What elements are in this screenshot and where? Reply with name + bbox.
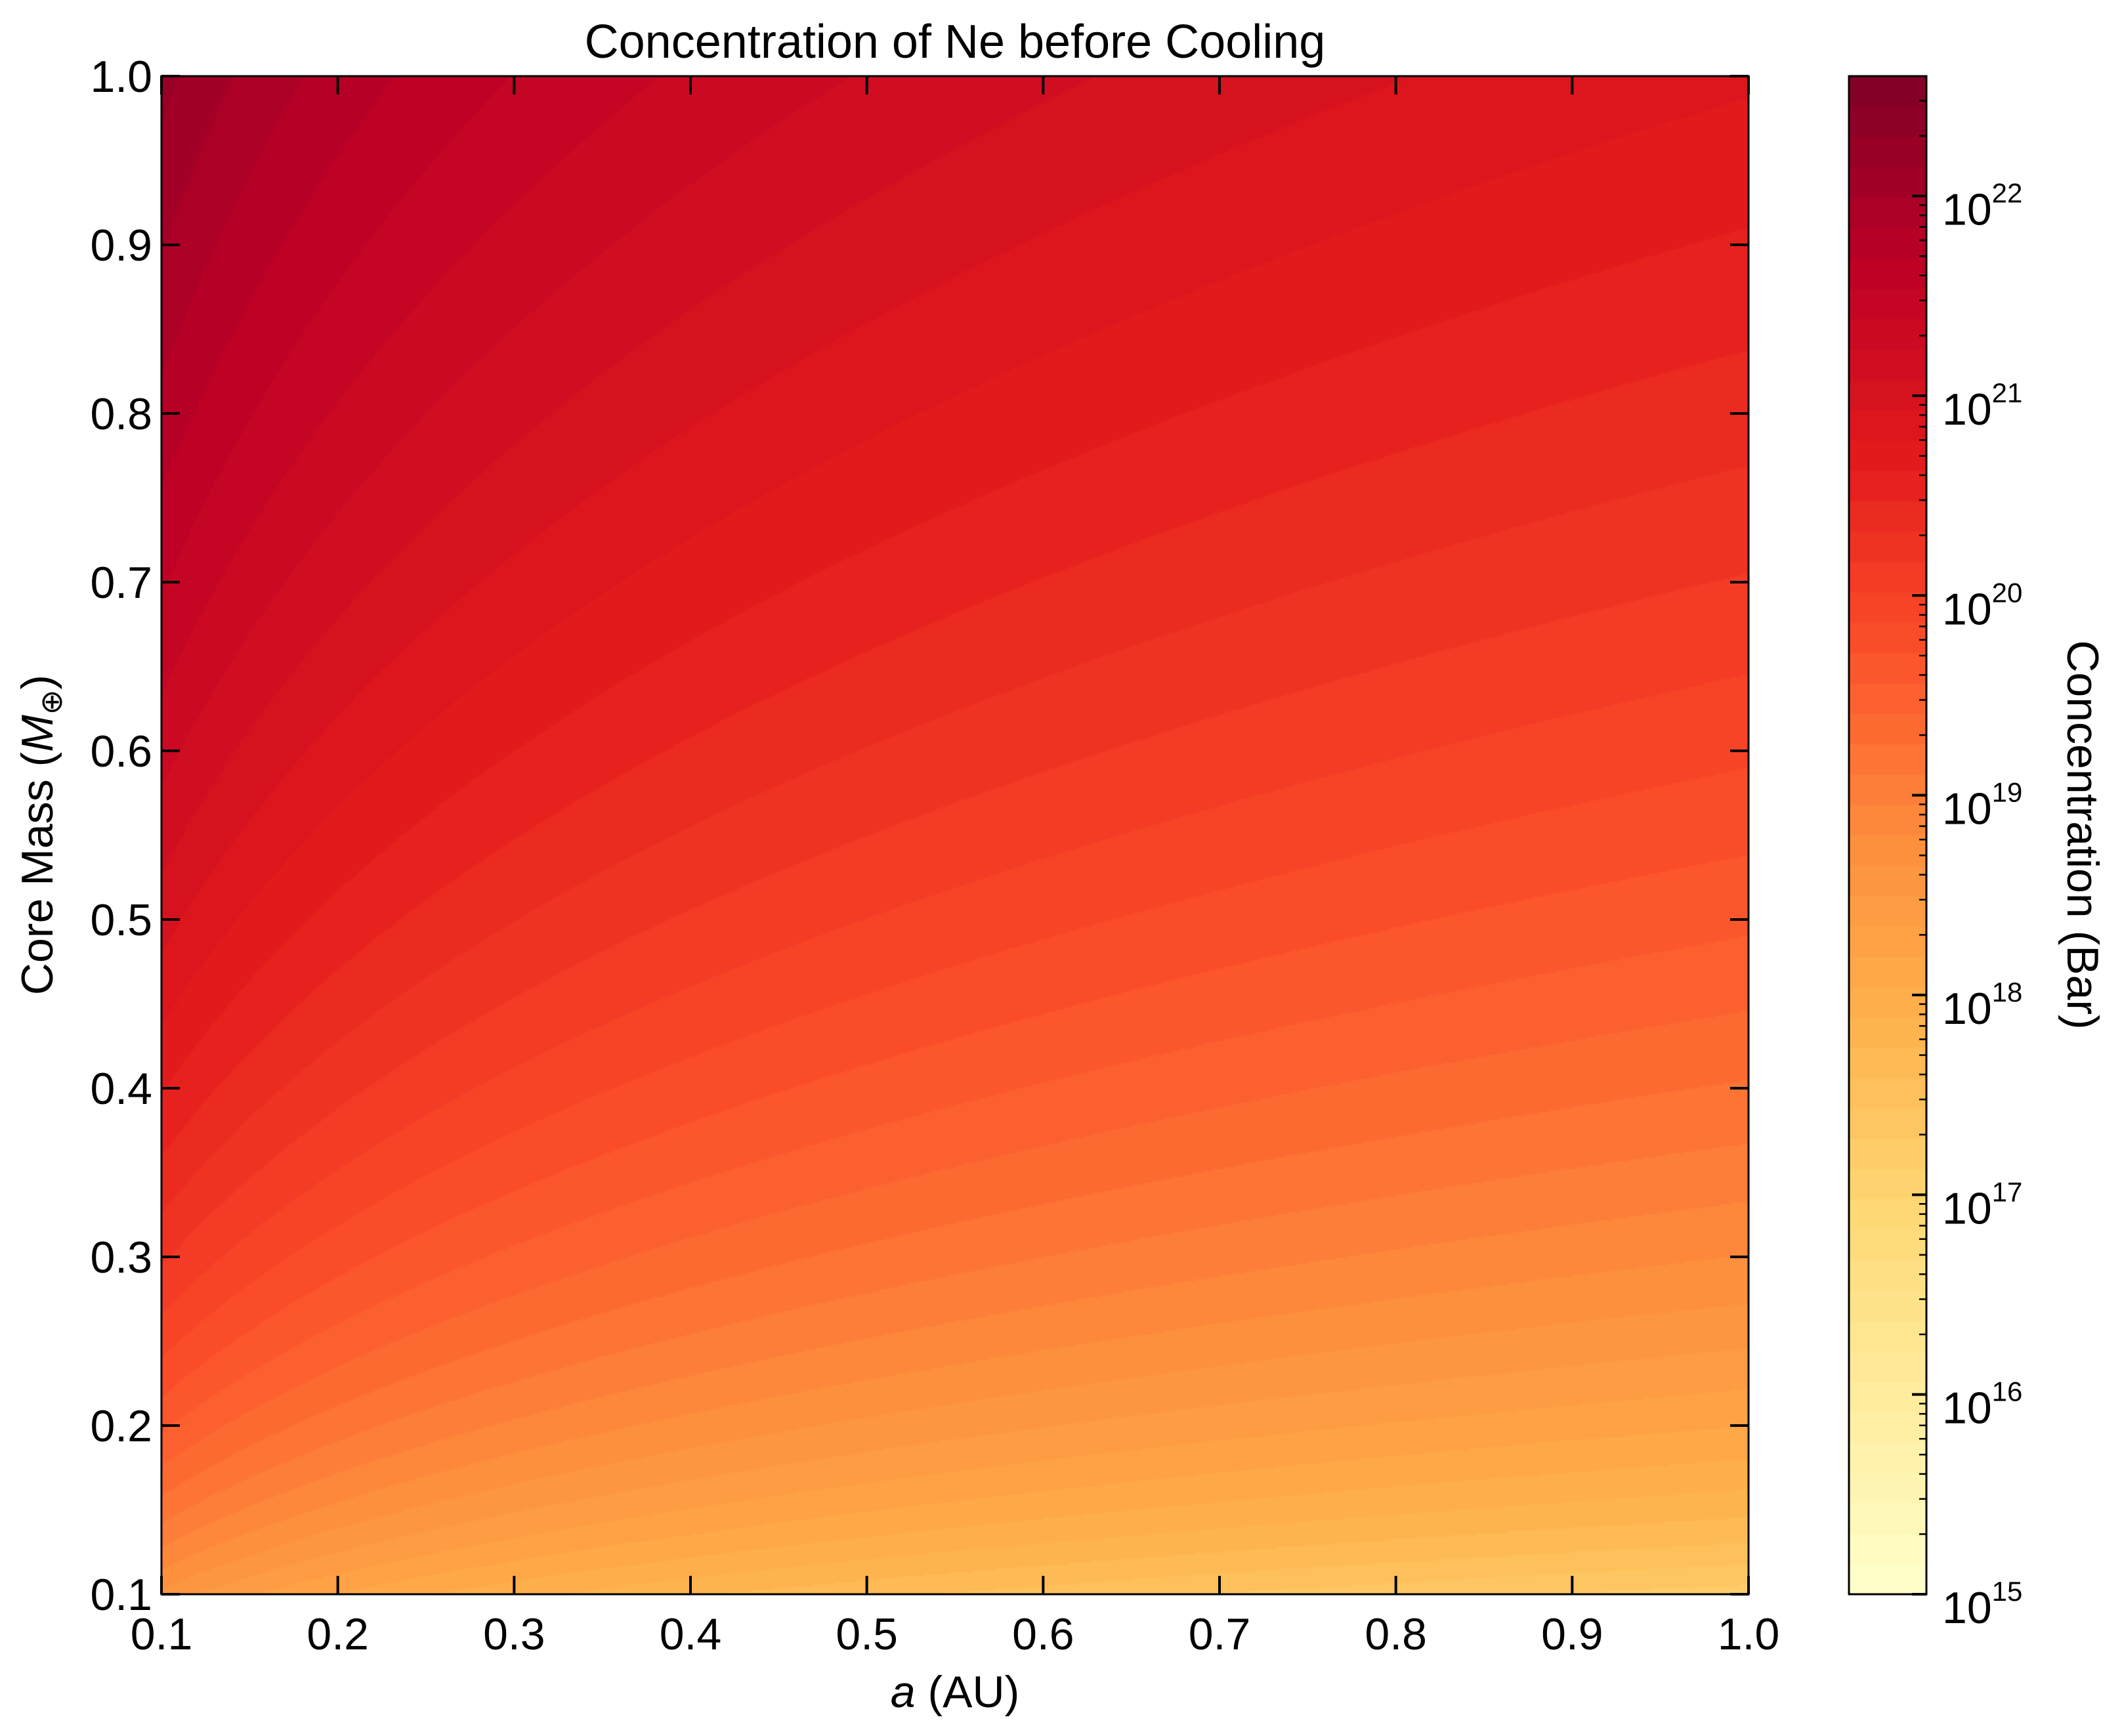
- y-tick-label: 0.3: [90, 1233, 152, 1282]
- x-tick-label: 0.7: [1189, 1609, 1251, 1659]
- colorbar-tick-label: 1015: [1942, 1576, 2022, 1633]
- colorbar: 1015 1016 1017 1018 1019 1020 1021 1022: [1848, 75, 2022, 1633]
- x-axis-label: a (AU): [891, 1667, 1019, 1717]
- x-tick-label: 0.9: [1541, 1609, 1603, 1659]
- colorbar-tick-label: 1021: [1942, 377, 2022, 434]
- colorbar-tick-label: 1020: [1942, 577, 2022, 634]
- x-tick-label: 0.2: [307, 1609, 369, 1659]
- colorbar-tick-label: 1017: [1942, 1176, 2022, 1233]
- concentration-field: [161, 76, 1749, 1594]
- colorbar-ticks: 1015 1016 1017 1018 1019 1020 1021 1022: [1912, 100, 2022, 1633]
- plot-area: [160, 75, 1750, 1596]
- x-axis-ticks: 0.1 0.2 0.3 0.4 0.5 0.6 0.7 0.8 0.9 1.0: [131, 76, 1780, 1659]
- y-tick-label: 0.8: [90, 389, 152, 439]
- y-tick-label: 0.6: [90, 727, 152, 776]
- y-tick-label: 0.2: [90, 1401, 152, 1451]
- x-tick-label: 0.6: [1012, 1609, 1074, 1659]
- y-tick-label: 0.5: [90, 895, 152, 945]
- y-tick-label: 0.7: [90, 558, 152, 608]
- y-tick-label: 1.0: [90, 52, 152, 102]
- y-axis-label: Core Mass (M⊕): [12, 675, 68, 995]
- x-tick-label: 1.0: [1718, 1609, 1780, 1659]
- colorbar-tick-label: 1022: [1942, 178, 2022, 235]
- y-tick-label: 0.4: [90, 1064, 152, 1114]
- colorbar-gradient: [1849, 76, 1926, 1594]
- plot-frame: [160, 75, 1750, 1596]
- x-tick-label: 0.1: [131, 1609, 193, 1659]
- colorbar-tick-label: 1018: [1942, 977, 2022, 1034]
- y-tick-label: 0.1: [90, 1570, 152, 1620]
- colorbar-tick-label: 1019: [1942, 777, 2022, 834]
- chart-title: Concentration of Ne before Cooling: [585, 16, 1326, 68]
- x-tick-label: 0.4: [660, 1609, 722, 1659]
- colorbar-tick-label: 1016: [1942, 1376, 2022, 1433]
- x-tick-label: 0.8: [1365, 1609, 1427, 1659]
- y-tick-label: 0.9: [90, 221, 152, 270]
- colorbar-frame: [1848, 75, 1928, 1596]
- y-axis-ticks: 0.1 0.2 0.3 0.4 0.5 0.6 0.7 0.8 0.9 1.0: [90, 52, 1749, 1620]
- colorbar-label: Concentration (Bar): [2058, 640, 2108, 1029]
- x-tick-label: 0.5: [836, 1609, 898, 1659]
- x-tick-label: 0.3: [483, 1609, 545, 1659]
